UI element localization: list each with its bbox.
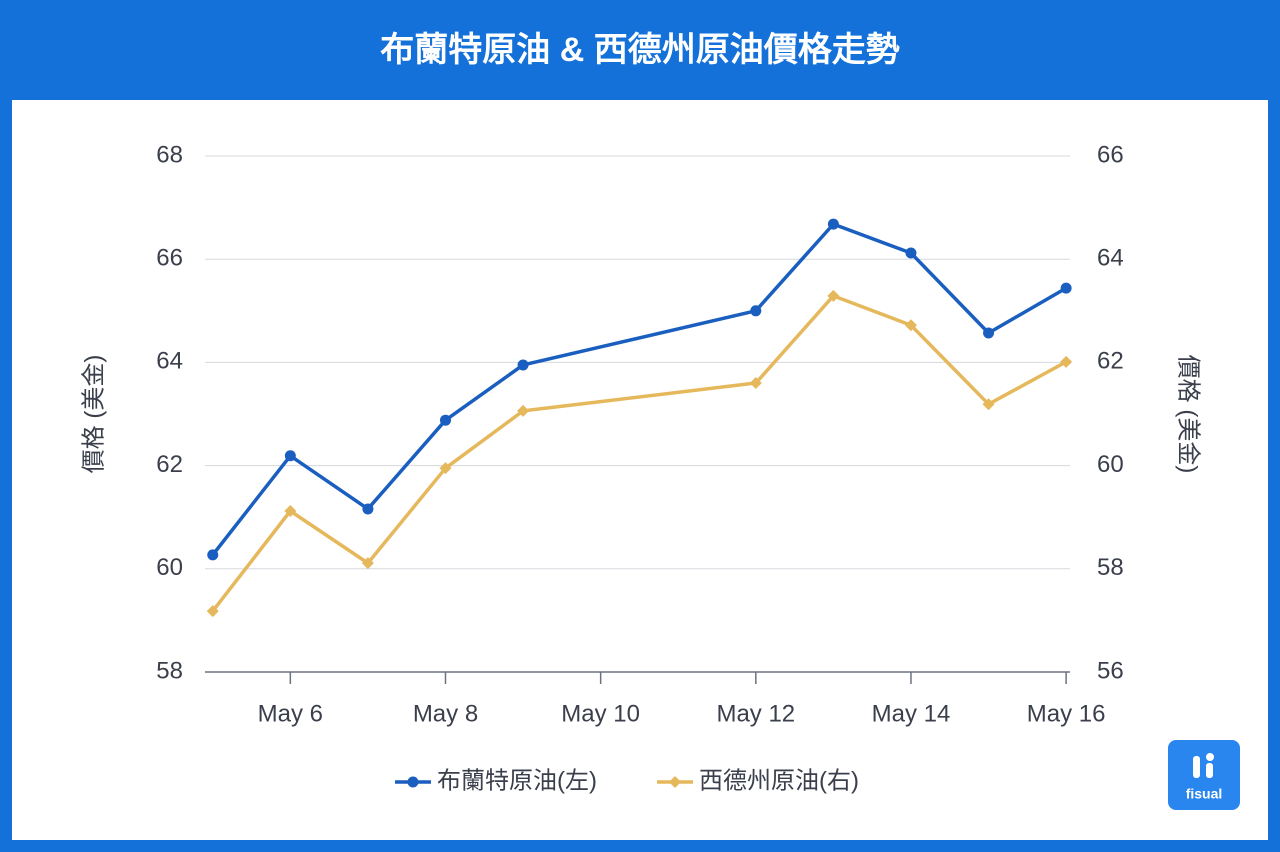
point bbox=[206, 605, 219, 618]
x-tick-label: May 10 bbox=[561, 700, 640, 727]
point bbox=[439, 414, 451, 426]
y2-tick-label: 58 bbox=[1097, 554, 1124, 581]
x-tick-label: May 14 bbox=[872, 700, 951, 727]
series-line bbox=[211, 294, 1067, 613]
x-tick-label: May 8 bbox=[413, 700, 478, 727]
x-tick-label: May 6 bbox=[258, 700, 323, 727]
y2-tick-label: 60 bbox=[1097, 451, 1124, 478]
legend-marker bbox=[407, 776, 419, 788]
x-tick-label: May 12 bbox=[716, 700, 795, 727]
y-tick-label: 60 bbox=[156, 554, 183, 581]
y2-tick-label: 56 bbox=[1097, 657, 1124, 684]
point bbox=[361, 557, 374, 570]
y2-tick-label: 64 bbox=[1097, 245, 1124, 272]
point bbox=[284, 505, 297, 518]
y2-tick-label: 66 bbox=[1097, 141, 1124, 168]
logo-icon bbox=[1206, 763, 1213, 778]
legend-label: 西德州原油(右) bbox=[699, 767, 859, 794]
logo-icon bbox=[1206, 753, 1214, 761]
point bbox=[1060, 282, 1072, 294]
point bbox=[749, 377, 762, 390]
y-tick-label: 58 bbox=[156, 657, 183, 684]
point bbox=[517, 404, 530, 417]
y-tick-label: 68 bbox=[156, 141, 183, 168]
point bbox=[362, 503, 374, 515]
logo-icon bbox=[1193, 756, 1200, 778]
x-tick-label: May 16 bbox=[1027, 700, 1106, 727]
point bbox=[750, 305, 762, 317]
point bbox=[827, 218, 839, 230]
y-tick-label: 62 bbox=[156, 451, 183, 478]
point bbox=[439, 462, 452, 475]
point bbox=[284, 450, 296, 462]
y2-tick-label: 62 bbox=[1097, 348, 1124, 375]
point bbox=[983, 327, 995, 339]
legend-label: 布蘭特原油(左) bbox=[437, 767, 597, 794]
point bbox=[905, 247, 917, 259]
y-tick-label: 66 bbox=[156, 245, 183, 272]
chart-title: 布蘭特原油 & 西德州原油價格走勢 bbox=[380, 31, 899, 69]
point bbox=[982, 398, 995, 411]
point bbox=[827, 289, 840, 302]
y2-axis-label: 價格 (美金) bbox=[1175, 355, 1202, 474]
point bbox=[517, 359, 529, 371]
point bbox=[207, 549, 219, 561]
panel bbox=[12, 100, 1268, 840]
point bbox=[1060, 355, 1073, 368]
y-axis-label: 價格 (美金) bbox=[80, 355, 107, 474]
logo-text: fisual bbox=[1186, 786, 1223, 802]
point bbox=[904, 319, 917, 332]
y-tick-label: 64 bbox=[156, 348, 183, 375]
logo-badge bbox=[1168, 740, 1240, 810]
series-line bbox=[211, 222, 1067, 556]
legend-marker bbox=[669, 776, 681, 788]
